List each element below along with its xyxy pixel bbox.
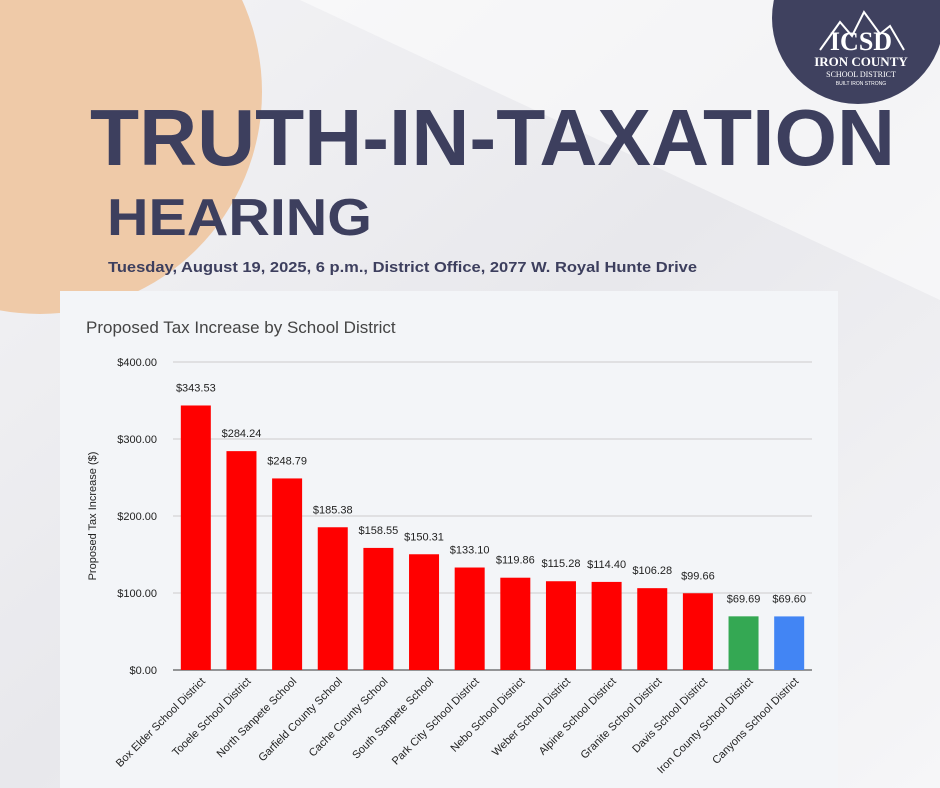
value-label: $106.28 <box>632 565 672 577</box>
bar <box>545 581 576 670</box>
value-label: $185.38 <box>313 504 353 516</box>
value-label: $150.31 <box>404 531 444 543</box>
y-tick-label: $0.00 <box>129 665 157 677</box>
bar <box>728 616 759 670</box>
bar <box>500 577 531 670</box>
logo-circle <box>772 0 940 104</box>
value-label: $133.10 <box>450 545 490 557</box>
value-label: $69.60 <box>772 593 806 605</box>
y-tick-label: $200.00 <box>117 511 157 523</box>
y-tick-label: $300.00 <box>117 434 157 446</box>
value-label: $119.86 <box>496 555 535 567</box>
bar <box>591 581 622 670</box>
title: TRUTH-IN-TAXATION <box>90 93 895 182</box>
logo-initials: ICSD <box>830 27 892 56</box>
bar <box>774 616 805 670</box>
value-label: $248.79 <box>267 455 307 467</box>
bar <box>363 547 394 670</box>
y-axis-label: Proposed Tax Increase ($) <box>87 452 99 581</box>
bar <box>682 593 713 670</box>
value-label: $158.55 <box>359 525 399 537</box>
y-tick-label: $400.00 <box>117 357 157 369</box>
bar <box>272 478 303 670</box>
value-label: $284.24 <box>222 428 262 440</box>
bar <box>637 588 668 670</box>
subtitle: HEARING <box>107 189 372 247</box>
bar <box>317 527 348 670</box>
details: Tuesday, August 19, 2025, 6 p.m., Distri… <box>108 259 697 276</box>
logo-mountains <box>819 10 905 51</box>
chart-title: Proposed Tax Increase by School District <box>86 318 396 337</box>
background-shape <box>300 0 940 300</box>
value-label: $114.40 <box>587 559 626 571</box>
bar <box>180 405 211 670</box>
bar <box>454 567 485 670</box>
logo-name: IRON COUNTY <box>814 54 908 69</box>
peach-circle <box>0 0 262 314</box>
logo-district: SCHOOL DISTRICT <box>826 70 896 79</box>
y-tick-label: $100.00 <box>117 588 157 600</box>
value-label: $99.66 <box>681 570 715 582</box>
bar <box>226 451 257 670</box>
value-label: $343.53 <box>176 382 216 394</box>
value-label: $69.69 <box>727 593 761 605</box>
bar <box>409 554 440 670</box>
value-label: $115.28 <box>541 558 580 570</box>
logo-motto: BUILT IRON STRONG <box>836 81 886 87</box>
